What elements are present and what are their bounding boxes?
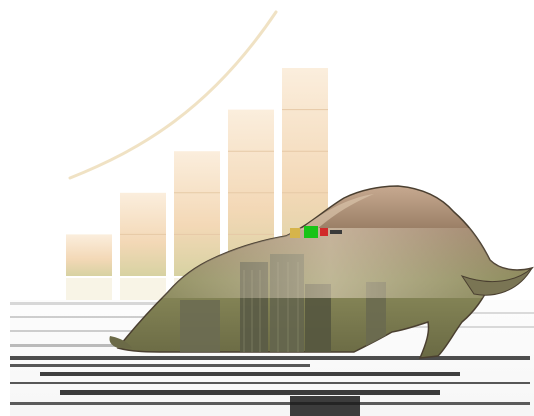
bar-2-reflection xyxy=(120,278,166,300)
bar-1-reflection xyxy=(66,278,112,300)
bar-1 xyxy=(66,234,112,276)
bar-3 xyxy=(174,151,220,276)
